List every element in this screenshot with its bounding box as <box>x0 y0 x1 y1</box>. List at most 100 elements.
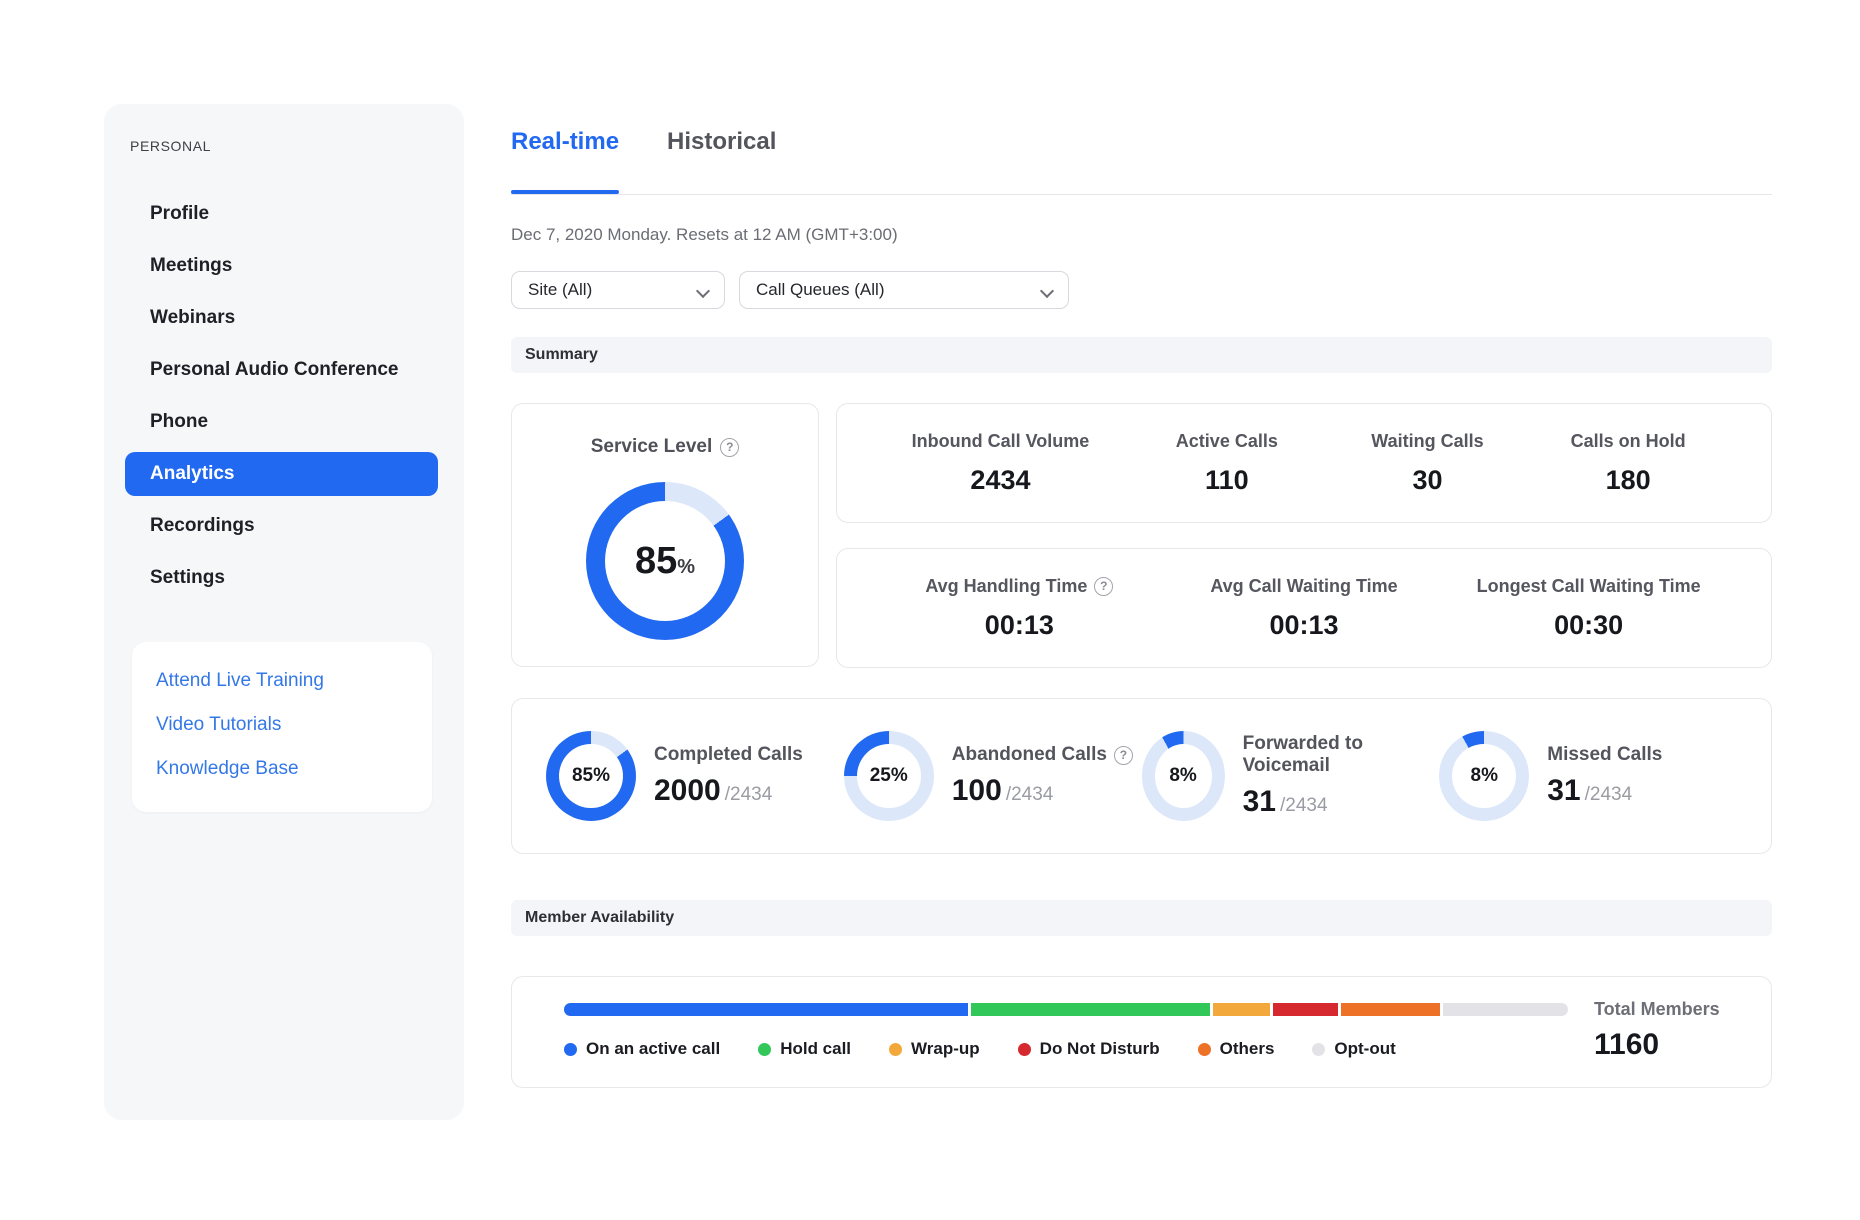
legend-label: Opt-out <box>1334 1039 1396 1058</box>
chevron-down-icon <box>1041 285 1052 296</box>
legend-dot-icon <box>1197 1042 1211 1056</box>
member-availability-legend: On an active call Hold call Wrap-up Do N… <box>564 1039 1396 1059</box>
call-volume-stats-card: Inbound Call Volume 2434 Active Calls 11… <box>836 403 1772 523</box>
forwarded-voicemail-percent: 8% <box>1169 765 1197 786</box>
legend-label: Wrap-up <box>911 1039 980 1058</box>
sidebar-item-settings[interactable]: Settings <box>150 567 225 588</box>
legend-label: Hold call <box>780 1039 852 1058</box>
sidebar-item-recordings[interactable]: Recordings <box>150 515 255 536</box>
completed-calls-group: 85% Completed Calls 2000/2434 <box>546 731 844 821</box>
legend-item-do-not-disturb: Do Not Disturb <box>1017 1039 1160 1059</box>
missed-calls-percent: 8% <box>1470 765 1498 786</box>
member-availability-stacked-bar-chart <box>564 1003 1568 1016</box>
avg-handling-time-label: Avg Handling Time <box>925 575 1088 596</box>
service-level-label: Service Level <box>590 436 713 457</box>
service-level-donut-chart: 85% <box>586 482 744 640</box>
help-icon[interactable] <box>1113 745 1133 765</box>
sidebar-item-meetings[interactable]: Meetings <box>150 255 233 276</box>
help-icon[interactable] <box>1094 576 1114 596</box>
active-calls-label: Active Calls <box>1175 430 1278 451</box>
link-attend-live-training[interactable]: Attend Live Training <box>156 670 324 691</box>
missed-calls-label: Missed Calls <box>1547 744 1663 765</box>
sidebar: PERSONAL Profile Meetings Webinars Perso… <box>104 104 464 1120</box>
site-filter-dropdown[interactable]: Site (All) <box>511 271 725 309</box>
waiting-calls-label: Waiting Calls <box>1371 430 1484 451</box>
help-icon[interactable] <box>720 437 740 457</box>
site-filter-value: Site (All) <box>528 280 593 299</box>
calls-on-hold-label: Calls on Hold <box>1570 430 1686 451</box>
completed-calls-donut-chart: 85% <box>546 731 636 821</box>
call-queues-filter-dropdown[interactable]: Call Queues (All) <box>739 271 1069 309</box>
tab-historical[interactable]: Historical <box>667 128 777 155</box>
call-queues-filter-value: Call Queues (All) <box>756 280 885 299</box>
forwarded-voicemail-label: Forwarded to Voicemail <box>1242 733 1363 776</box>
sidebar-item-profile[interactable]: Profile <box>150 203 210 224</box>
call-time-stats-card: Avg Handling Time 00:13 Avg Call Waiting… <box>836 548 1772 668</box>
missed-calls-donut-chart: 8% <box>1439 731 1530 821</box>
date-reset-info: Dec 7, 2020 Monday. Resets at 12 AM (GMT… <box>511 225 898 244</box>
completed-calls-label: Completed Calls <box>654 744 803 765</box>
missed-calls-total: /2434 <box>1584 784 1633 805</box>
service-level-percent: 85 <box>634 539 678 582</box>
forwarded-voicemail-group: 8% Forwarded to Voicemail 31/2434 <box>1141 731 1440 821</box>
summary-section-header: Summary <box>511 337 1772 373</box>
completed-calls-value: 2000 <box>654 774 721 807</box>
sidebar-nav: Profile Meetings Webinars Personal Audio… <box>104 188 464 604</box>
legend-label: On an active call <box>586 1039 721 1058</box>
inbound-call-volume-value: 2434 <box>970 464 1031 495</box>
abandoned-calls-percent: 25% <box>869 765 908 786</box>
missed-calls-value: 31 <box>1547 774 1581 807</box>
sidebar-item-analytics[interactable]: Analytics <box>125 452 438 496</box>
abandoned-calls-donut-chart: 25% <box>843 731 934 821</box>
chevron-down-icon <box>697 285 708 296</box>
view-tabs: Real-time Historical <box>511 128 1772 195</box>
link-video-tutorials[interactable]: Video Tutorials <box>156 714 282 735</box>
inbound-call-volume-label: Inbound Call Volume <box>911 430 1090 451</box>
forwarded-voicemail-total: /2434 <box>1279 795 1328 816</box>
legend-item-active-call: On an active call <box>564 1039 720 1059</box>
legend-item-opt-out: Opt-out <box>1312 1039 1396 1059</box>
sidebar-item-webinars[interactable]: Webinars <box>150 307 236 328</box>
bar-segment-hold-call <box>970 1003 1211 1016</box>
legend-dot-icon <box>564 1042 577 1056</box>
sidebar-item-personal-audio-conference[interactable]: Personal Audio Conference <box>150 359 399 380</box>
legend-item-wrap-up: Wrap-up <box>889 1039 980 1059</box>
stats-column: Inbound Call Volume 2434 Active Calls 11… <box>836 403 1772 668</box>
member-availability-section-header: Member Availability <box>511 900 1772 936</box>
service-level-card: Service Level 85% <box>511 403 819 667</box>
sidebar-item-phone[interactable]: Phone <box>150 411 209 432</box>
legend-dot-icon <box>889 1042 903 1056</box>
forwarded-voicemail-donut-chart: 8% <box>1141 731 1225 821</box>
abandoned-calls-value: 100 <box>951 774 1002 807</box>
summary-cards-row: Service Level 85% Inbound Call Volume 24… <box>511 403 1772 668</box>
legend-dot-icon <box>758 1042 772 1056</box>
bar-segment-wrap-up <box>1213 1003 1270 1016</box>
bar-segment-others <box>1340 1003 1441 1016</box>
abandoned-calls-label: Abandoned Calls <box>951 744 1107 765</box>
waiting-calls-value: 30 <box>1412 464 1443 495</box>
sidebar-section-label: PERSONAL <box>130 138 212 154</box>
legend-label: Others <box>1219 1039 1275 1058</box>
avg-handling-time-value: 00:13 <box>984 609 1054 640</box>
service-level-percent-suffix: % <box>677 555 696 578</box>
link-knowledge-base[interactable]: Knowledge Base <box>156 758 299 779</box>
missed-calls-group: 8% Missed Calls 31/2434 <box>1439 731 1737 821</box>
abandoned-calls-total: /2434 <box>1005 784 1054 805</box>
completed-calls-total: /2434 <box>724 784 773 805</box>
longest-call-waiting-time-label: Longest Call Waiting Time <box>1476 575 1701 596</box>
abandoned-calls-group: 25% Abandoned Calls 100/2434 <box>843 731 1142 821</box>
bar-segment-opt-out <box>1443 1003 1568 1016</box>
legend-dot-icon <box>1312 1042 1326 1056</box>
tab-real-time[interactable]: Real-time <box>511 128 620 194</box>
bar-segment-active-call <box>564 1003 968 1016</box>
total-members-block: Total Members 1160 <box>1594 999 1720 1062</box>
legend-dot-icon <box>1017 1042 1031 1056</box>
main-content: Real-time Historical Dec 7, 2020 Monday.… <box>511 128 1772 1088</box>
call-outcomes-card: 85% Completed Calls 2000/2434 25% Abando… <box>511 698 1772 854</box>
bar-segment-do-not-disturb <box>1272 1003 1338 1016</box>
filters-row: Site (All) Call Queues (All) <box>511 271 1772 309</box>
sidebar-help-card: Attend Live Training Video Tutorials Kno… <box>132 642 432 812</box>
legend-item-hold-call: Hold call <box>758 1039 851 1059</box>
total-members-value: 1160 <box>1594 1028 1660 1061</box>
